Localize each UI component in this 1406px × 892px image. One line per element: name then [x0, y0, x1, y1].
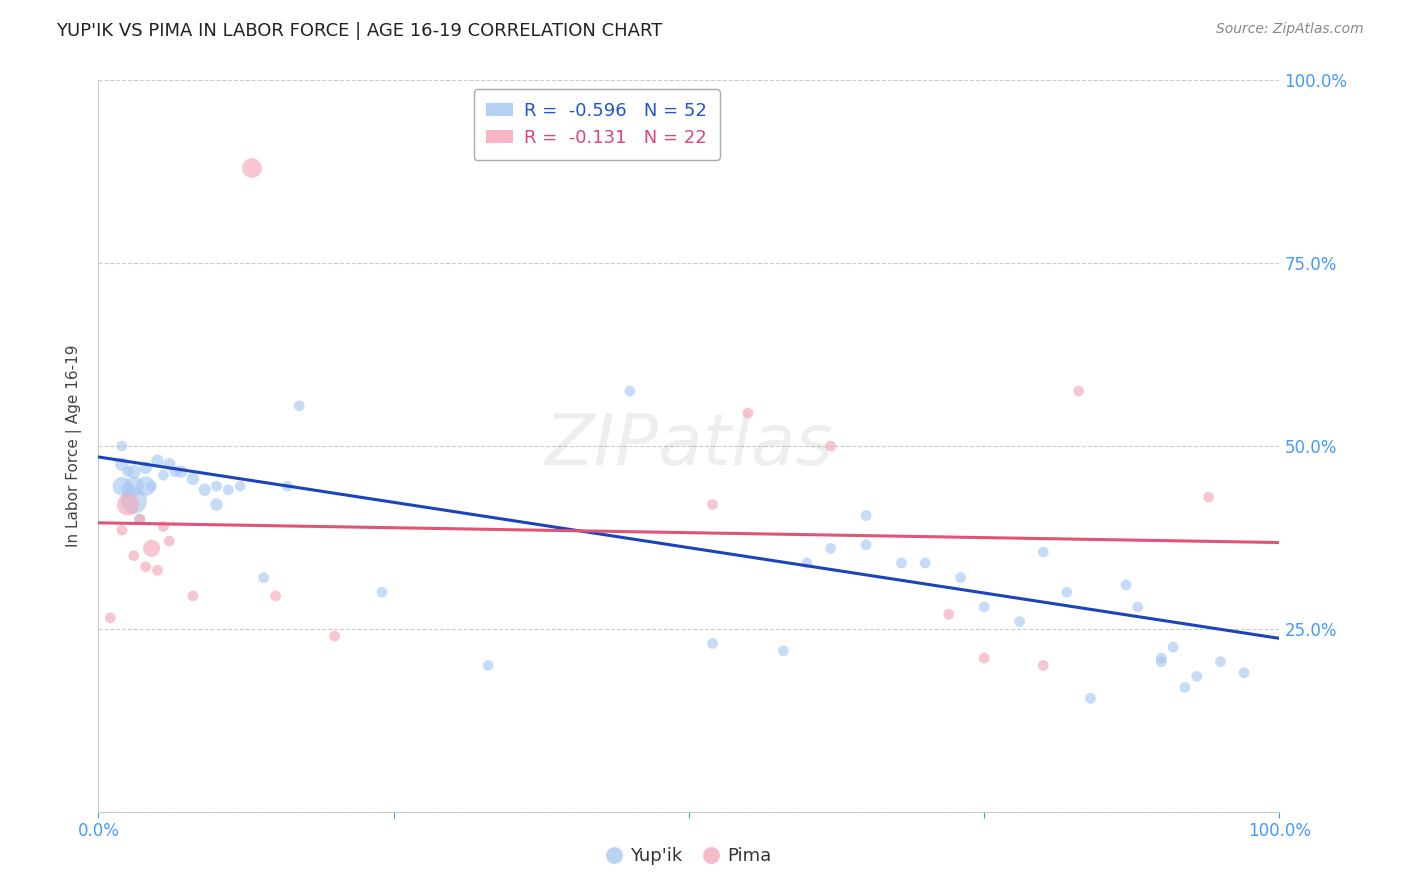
Point — [1150, 655, 1173, 669]
Point — [205, 479, 228, 493]
Point — [205, 498, 228, 512]
Y-axis label: In Labor Force | Age 16-19: In Labor Force | Age 16-19 — [66, 344, 83, 548]
Point — [1008, 615, 1031, 629]
Point — [141, 541, 163, 556]
Point — [1056, 585, 1078, 599]
Point — [111, 479, 134, 493]
Point — [1115, 578, 1137, 592]
Point — [371, 585, 394, 599]
Point — [146, 563, 169, 577]
Point — [157, 458, 180, 472]
Point — [1161, 640, 1184, 655]
Point — [855, 508, 877, 523]
Point — [914, 556, 936, 570]
Point — [98, 611, 121, 625]
Point — [122, 494, 145, 508]
Point — [973, 599, 995, 614]
Point — [938, 607, 960, 622]
Point — [949, 571, 972, 585]
Point — [820, 439, 842, 453]
Point — [323, 629, 346, 643]
Point — [276, 479, 298, 493]
Point — [135, 479, 157, 493]
Point — [264, 589, 287, 603]
Point — [111, 458, 134, 472]
Point — [1032, 658, 1054, 673]
Point — [1080, 691, 1102, 706]
Point — [1032, 545, 1054, 559]
Point — [1174, 681, 1197, 695]
Point — [111, 523, 134, 537]
Point — [122, 549, 145, 563]
Point — [288, 399, 311, 413]
Legend: Yup'ik, Pima: Yup'ik, Pima — [599, 839, 779, 872]
Point — [128, 512, 150, 526]
Point — [117, 483, 139, 497]
Point — [702, 498, 724, 512]
Point — [477, 658, 499, 673]
Point — [890, 556, 912, 570]
Point — [229, 479, 252, 493]
Point — [135, 559, 157, 574]
Point — [973, 651, 995, 665]
Point — [217, 483, 239, 497]
Point — [737, 406, 759, 420]
Point — [181, 472, 204, 486]
Point — [253, 571, 276, 585]
Point — [1198, 490, 1220, 504]
Point — [1150, 651, 1173, 665]
Point — [122, 479, 145, 493]
Point — [240, 161, 263, 175]
Text: YUP'IK VS PIMA IN LABOR FORCE | AGE 16-19 CORRELATION CHART: YUP'IK VS PIMA IN LABOR FORCE | AGE 16-1… — [56, 22, 662, 40]
Point — [1185, 669, 1208, 683]
Point — [111, 439, 134, 453]
Point — [128, 512, 150, 526]
Point — [194, 483, 217, 497]
Point — [1126, 599, 1149, 614]
Point — [772, 644, 794, 658]
Point — [117, 465, 139, 479]
Text: ZIPatlas: ZIPatlas — [544, 411, 834, 481]
Point — [165, 465, 187, 479]
Point — [619, 384, 641, 399]
Point — [157, 534, 180, 549]
Point — [141, 479, 163, 493]
Point — [1209, 655, 1232, 669]
Text: Source: ZipAtlas.com: Source: ZipAtlas.com — [1216, 22, 1364, 37]
Point — [152, 468, 174, 483]
Point — [820, 541, 842, 556]
Point — [170, 465, 193, 479]
Point — [855, 538, 877, 552]
Point — [117, 498, 139, 512]
Point — [146, 453, 169, 467]
Point — [152, 519, 174, 533]
Point — [702, 636, 724, 650]
Point — [122, 465, 145, 479]
Point — [1067, 384, 1090, 399]
Point — [135, 461, 157, 475]
Point — [1233, 665, 1256, 680]
Point — [181, 589, 204, 603]
Point — [796, 556, 818, 570]
